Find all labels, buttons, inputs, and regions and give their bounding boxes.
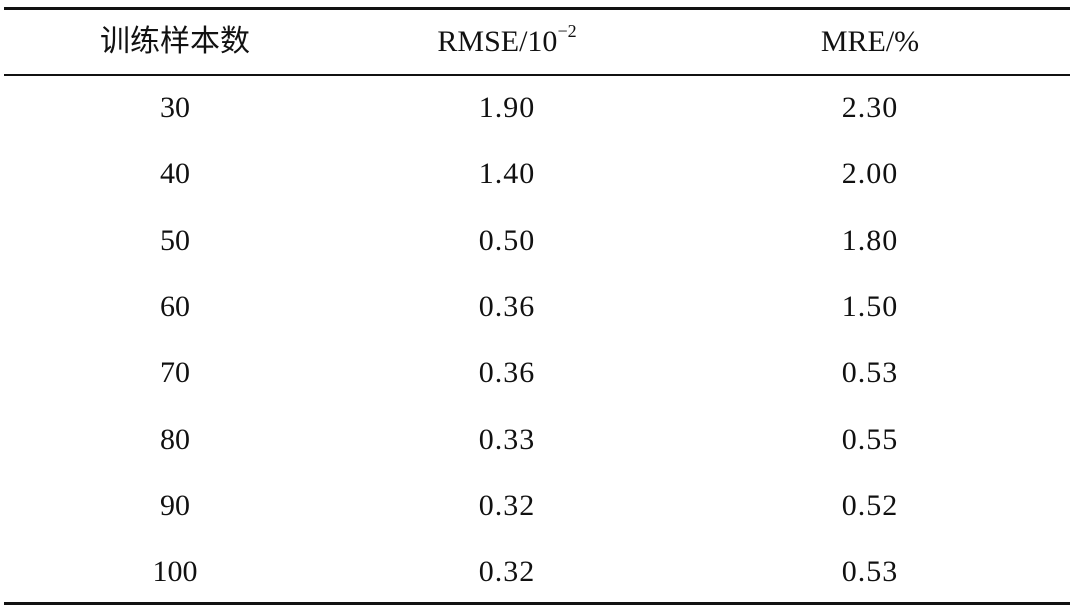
sample-count: 70 [160,356,190,390]
metric-value: 2.00 [841,157,899,191]
header-rule [4,74,1070,76]
sample-count: 50 [160,223,190,257]
metric-value: 0.53 [841,356,899,390]
header-cell: RMSE/10−2 [357,22,657,62]
metric-value: 0.52 [841,488,899,522]
header-text: RMSE/10 [437,25,558,58]
metric-value: 1.40 [478,157,536,191]
metric-value: 1.50 [841,289,899,323]
sample-count: 80 [160,422,190,456]
metric-value: 0.53 [841,555,899,589]
metric-value: 0.55 [841,422,899,456]
metric-value: 2.30 [841,91,899,124]
metric-value: 0.32 [478,555,536,589]
sample-count: 40 [160,157,190,191]
metric-value: 0.36 [478,289,536,323]
header-cell: MRE/% [820,25,920,58]
sample-count: 30 [160,91,190,124]
sample-count: 60 [160,289,190,323]
sample-count: 100 [152,555,198,589]
header-cell: 训练样本数 [100,25,250,58]
metric-value: 0.33 [478,422,536,456]
metric-value: 1.90 [478,91,536,124]
metric-value: 0.32 [478,488,536,522]
top-rule [4,7,1070,10]
sample-count: 90 [160,488,190,522]
header-superscript: −2 [557,21,577,41]
metric-value: 0.50 [478,223,536,257]
bottom-rule [4,602,1070,605]
metric-value: 0.36 [478,356,536,390]
metric-value: 1.80 [841,223,899,257]
